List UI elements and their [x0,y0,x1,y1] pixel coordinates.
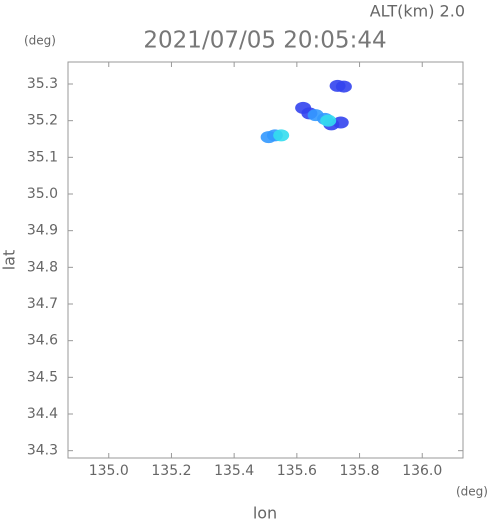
altitude-label: ALT(km) 2.0 [370,2,465,21]
y-tick-label: 35.1 [27,149,58,165]
y-tick-label: 34.8 [27,259,58,275]
x-tick-label: 135.6 [277,463,317,479]
y-tick-label: 34.9 [27,223,58,239]
y-tick-label: 35.2 [27,113,58,129]
chart-title: 2021/07/05 20:05:44 [143,28,386,54]
y-axis-label: lat [0,250,19,271]
echo-cell [260,131,277,144]
echo-cell [335,80,352,93]
y-tick-label: 34.3 [27,443,58,459]
echo-cell [273,129,290,142]
echo-cell [320,114,337,127]
y-tick-label: 35.0 [27,186,58,202]
echo-cell [332,116,349,129]
x-tick-label: 135.2 [151,463,191,479]
x-unit: (deg) [456,485,488,499]
x-tick-label: 136.0 [402,463,442,479]
y-tick-label: 34.7 [27,296,58,312]
x-axis-label: lon [253,504,277,521]
plot-frame [67,61,464,459]
y-tick-label: 34.4 [27,406,58,422]
y-tick-label: 35.3 [27,76,58,92]
x-tick-label: 135.0 [89,463,129,479]
y-unit: (deg) [24,34,56,48]
y-tick-label: 34.5 [27,369,58,385]
x-tick-label: 135.8 [340,463,380,479]
x-tick-label: 135.4 [214,463,254,479]
y-tick-label: 34.6 [27,333,58,349]
